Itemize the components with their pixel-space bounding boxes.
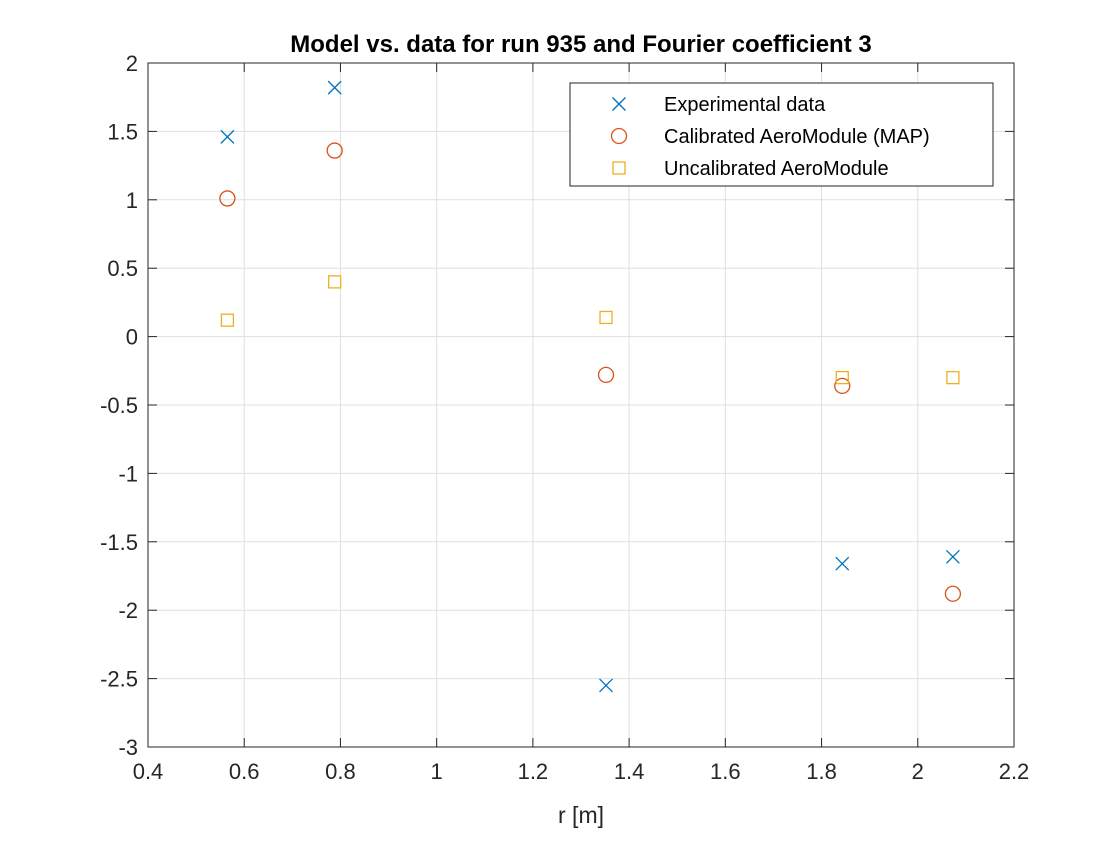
uncalibrated-point xyxy=(835,370,849,385)
calibrated-point xyxy=(944,585,962,602)
legend-marker-uncalibrated xyxy=(612,161,626,175)
x-tick-label: 1.2 xyxy=(518,759,549,784)
experimental-point xyxy=(835,556,850,571)
uncalibrated-point xyxy=(946,370,960,385)
x-tick-label: 2.2 xyxy=(999,759,1030,784)
axis-ticks: 0.4 0.6 0.8 1 1.2 1.4 1.6 1.8 2 2.2 -3 -2.5 -2 -1.5 -1… xyxy=(100,51,1029,784)
experimental-point-stroke xyxy=(327,80,342,95)
y-tick-label: -2.5 xyxy=(100,667,138,692)
x-tick-label: 0.8 xyxy=(325,759,356,784)
uncalibrated-point xyxy=(328,275,342,289)
experimental-point-stroke xyxy=(599,678,613,693)
y-tick-label: -3 xyxy=(118,735,138,760)
experimental-point-stroke xyxy=(835,556,850,571)
y-tick-label: 2 xyxy=(126,51,138,76)
uncalibrated-point xyxy=(220,313,235,327)
data-points xyxy=(219,80,962,693)
x-tick-label: 1.8 xyxy=(806,759,837,784)
legend-box xyxy=(569,82,994,187)
y-tick-label: -0.5 xyxy=(100,393,138,418)
legend-label-calibrated: Calibrated AeroModule (MAP) xyxy=(664,126,930,148)
legend-marker-experimental xyxy=(612,97,626,111)
experimental-point xyxy=(220,129,235,144)
y-tick-label: -2 xyxy=(118,598,138,623)
y-tick-label: 0 xyxy=(126,325,138,350)
legend: Experimental data Calibrated AeroModule (… xyxy=(569,82,994,187)
chart-title: Model vs. data for run 935 and Fourier c… xyxy=(290,31,871,58)
y-tick-label: 1 xyxy=(126,188,138,213)
uncalibrated-point xyxy=(599,310,613,325)
x-tick-label: 2 xyxy=(912,759,924,784)
calibrated-point xyxy=(834,377,851,394)
calibrated-point xyxy=(597,366,615,384)
y-tick-label: 0.5 xyxy=(107,256,138,281)
y-tick-label: -1.5 xyxy=(100,530,138,555)
x-tick-label: 0.6 xyxy=(229,759,260,784)
x-tick-label: 1 xyxy=(431,759,443,784)
experimental-point-stroke xyxy=(220,129,235,144)
legend-marker-calibrated xyxy=(610,127,628,145)
y-tick-label: -1 xyxy=(118,461,138,486)
experimental-point-stroke xyxy=(945,549,960,564)
legend-label-experimental: Experimental data xyxy=(664,94,826,116)
legend-label-uncalibrated: Uncalibrated AeroModule xyxy=(664,158,889,180)
y-tick-label: 1.5 xyxy=(107,119,138,144)
x-tick-label: 1.4 xyxy=(614,759,645,784)
x-tick-label: 1.6 xyxy=(710,759,741,784)
x-tick-label: 0.4 xyxy=(133,759,164,784)
calibrated-point xyxy=(219,190,236,207)
experimental-point xyxy=(327,80,342,95)
legend-marker-experimental-stroke xyxy=(612,97,626,111)
experimental-point xyxy=(945,549,960,564)
experimental-point xyxy=(599,678,613,693)
x-axis-label: r [m] xyxy=(558,802,604,828)
calibrated-point xyxy=(326,142,343,159)
